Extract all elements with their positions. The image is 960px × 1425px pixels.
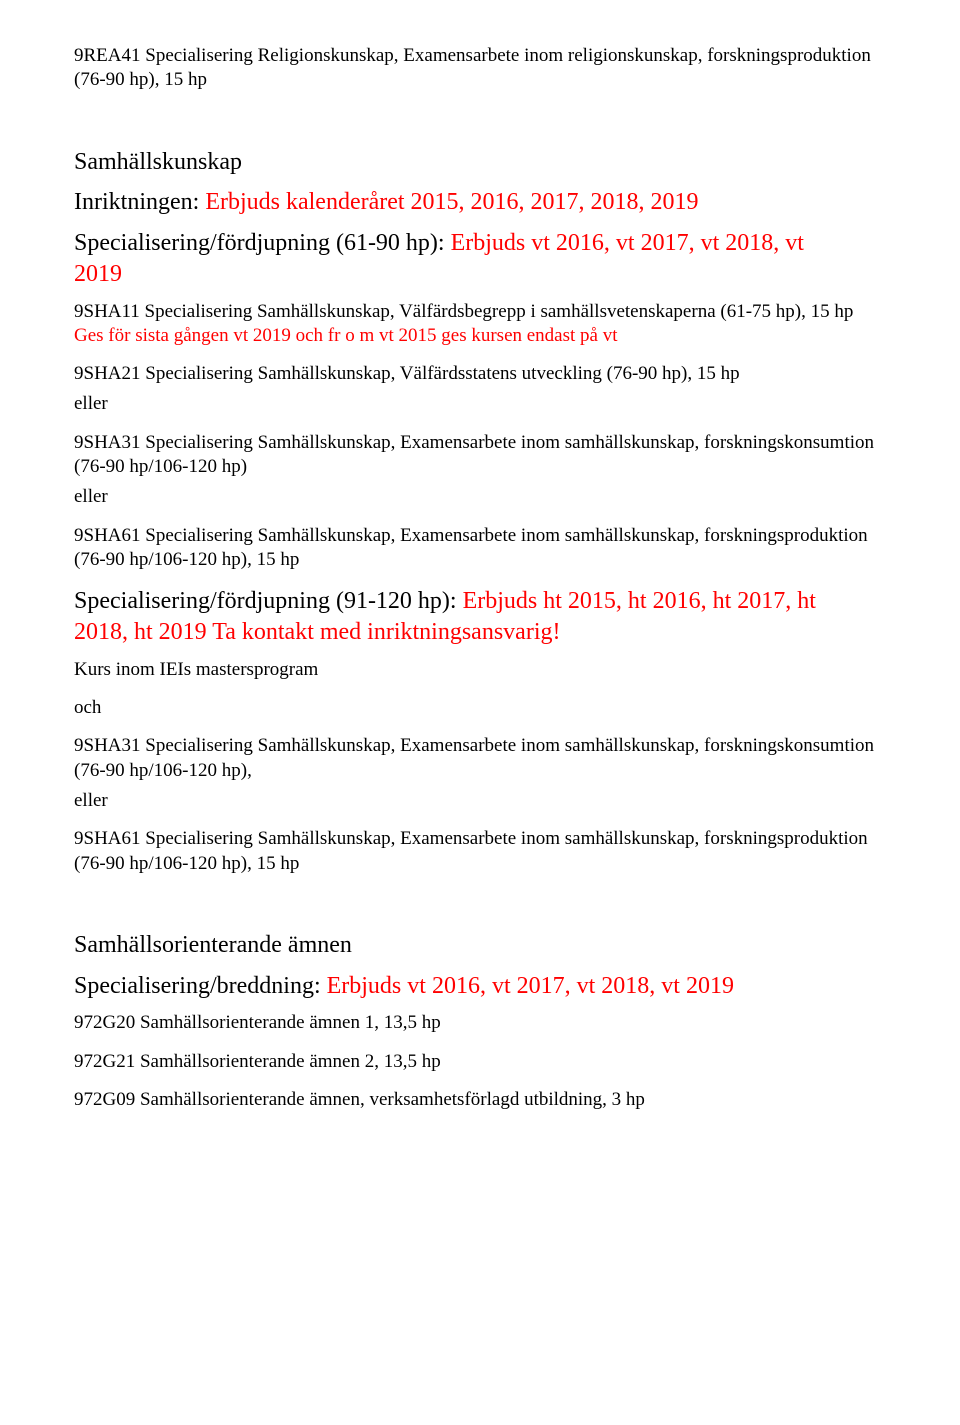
course-972g09: 972G09 Samhällsorienterande ämnen, verks… — [74, 1088, 886, 1112]
specbredd-line: Specialisering/breddning: Erbjuds vt 201… — [74, 971, 886, 1002]
eller-1: eller — [74, 392, 886, 416]
course-9rea41: 9REA41 Specialisering Religionskunskap, … — [74, 44, 886, 93]
course-972g20: 972G20 Samhällsorienterande ämnen 1, 13,… — [74, 1011, 886, 1035]
och: och — [74, 696, 886, 720]
heading-samhallsorienterande: Samhällsorienterande ämnen — [74, 930, 886, 961]
course-9sha11-red: Ges för sista gången vt 2019 och fr o m … — [74, 325, 618, 346]
heading-samhallskunskap: Samhällskunskap — [74, 147, 886, 178]
course-9sha31-b: 9SHA31 Specialisering Samhällskunskap, E… — [74, 734, 886, 783]
course-9sha11: 9SHA11 Specialisering Samhällskunskap, V… — [74, 300, 886, 349]
inriktningen-red: Erbjuds kalenderåret 2015, 2016, 2017, 2… — [199, 189, 698, 215]
eller-2: eller — [74, 485, 886, 509]
specbredd-red: Erbjuds vt 2016, vt 2017, vt 2018, vt 20… — [321, 973, 734, 999]
course-9sha61-a: 9SHA61 Specialisering Samhällskunskap, E… — [74, 524, 886, 573]
inriktningen-line: Inriktningen: Erbjuds kalenderåret 2015,… — [74, 187, 886, 218]
course-9sha21: 9SHA21 Specialisering Samhällskunskap, V… — [74, 362, 886, 386]
kurs-ieis: Kurs inom IEIs mastersprogram — [74, 658, 886, 682]
spec61-red-b: 2019 — [74, 261, 122, 287]
spec91-red-a: Erbjuds ht 2015, ht 2016, ht 2017, ht — [457, 588, 816, 614]
spec61-prefix: Specialisering/fördjupning (61-90 hp): — [74, 230, 445, 256]
specbredd-prefix: Specialisering/breddning: — [74, 973, 321, 999]
inriktningen-prefix: Inriktningen: — [74, 189, 199, 215]
course-972g21: 972G21 Samhällsorienterande ämnen 2, 13,… — [74, 1050, 886, 1074]
spec91-prefix: Specialisering/fördjupning (91-120 hp): — [74, 588, 457, 614]
spec61-red-a: Erbjuds vt 2016, vt 2017, vt 2018, vt — [445, 230, 804, 256]
course-9sha61-b: 9SHA61 Specialisering Samhällskunskap, E… — [74, 827, 886, 876]
course-9sha31-a: 9SHA31 Specialisering Samhällskunskap, E… — [74, 431, 886, 480]
spec61-line: Specialisering/fördjupning (61-90 hp): E… — [74, 228, 886, 289]
spacer — [74, 890, 886, 930]
course-9sha11-text: 9SHA11 Specialisering Samhällskunskap, V… — [74, 301, 853, 322]
spec91-line: Specialisering/fördjupning (91-120 hp): … — [74, 586, 886, 647]
spec91-red-b: 2018, ht 2019 Ta kontakt med inriktnings… — [74, 619, 560, 645]
eller-3: eller — [74, 789, 886, 813]
spacer — [74, 107, 886, 147]
